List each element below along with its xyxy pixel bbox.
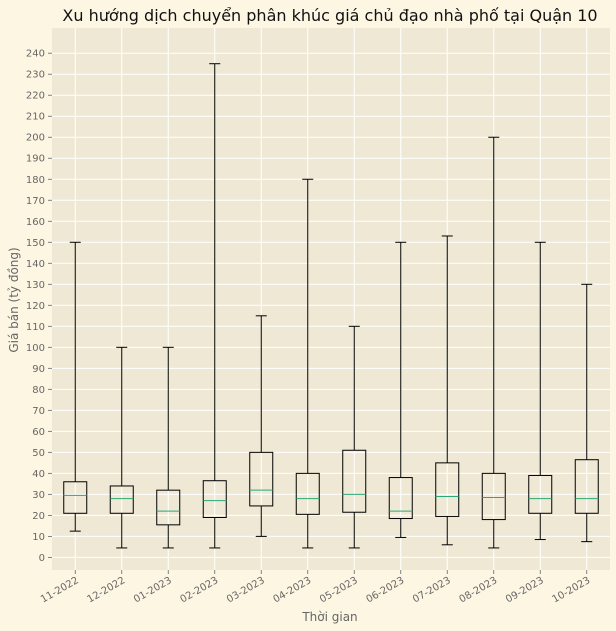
y-tick-label: 160 (26, 217, 45, 228)
y-tick-label: 50 (32, 448, 45, 459)
x-tick-label: 04-2023 (272, 575, 314, 605)
x-tick-label: 01-2023 (132, 575, 174, 605)
box-07-2023 (435, 235, 460, 546)
x-tick-label: 07-2023 (411, 575, 453, 605)
y-tick-label: 170 (26, 196, 45, 207)
y-tick-label: 180 (26, 175, 45, 186)
chart-title: Xu hướng dịch chuyển phân khúc giá chủ đ… (62, 6, 597, 25)
y-tick-label: 140 (26, 259, 45, 270)
y-tick-label: 240 (26, 49, 45, 60)
box-12-2022 (109, 346, 134, 549)
y-axis: 0 10 20 30 40 50 60 70 80 90 100 110 120 130 140 150 160… (26, 49, 52, 564)
box-05-2023 (342, 325, 367, 549)
y-tick-label: 230 (26, 70, 45, 81)
x-tick-label: 06-2023 (365, 575, 407, 605)
y-tick-label: 120 (26, 301, 45, 312)
box-11-2022 (63, 241, 88, 532)
iqr-box (435, 462, 460, 517)
y-tick-label: 90 (32, 364, 45, 375)
x-tick-label: 08-2023 (458, 575, 500, 605)
y-tick-label: 10 (32, 532, 45, 543)
y-axis-label: Giá bán (tỷ đồng) (7, 247, 21, 352)
x-tick-label: 12-2022 (86, 575, 128, 605)
y-tick-label: 110 (26, 322, 45, 333)
iqr-box (528, 474, 553, 514)
y-tick-label: 100 (26, 343, 45, 354)
x-axis-label: Thời gian (301, 610, 357, 624)
iqr-box (388, 477, 413, 520)
y-tick-label: 0 (39, 553, 45, 564)
x-tick-label: 09-2023 (504, 575, 546, 605)
box-03-2023 (249, 315, 274, 537)
box-01-2023 (156, 346, 181, 549)
y-tick-label: 70 (32, 406, 45, 417)
iqr-box (574, 459, 599, 514)
plot-area (52, 28, 610, 570)
iqr-box (342, 449, 367, 513)
iqr-box (156, 489, 181, 526)
y-tick-label: 220 (26, 91, 45, 102)
x-tick-label: 02-2023 (179, 575, 221, 605)
x-tick-label: 11-2022 (39, 575, 81, 605)
iqr-box (202, 480, 227, 518)
iqr-box (295, 472, 320, 515)
y-tick-label: 210 (26, 112, 45, 123)
x-tick-label: 05-2023 (318, 575, 360, 605)
iqr-box (63, 481, 88, 514)
box-10-2023 (574, 283, 599, 543)
x-tick-label: 10-2023 (551, 575, 593, 605)
iqr-box (109, 485, 134, 514)
box-08-2023 (481, 136, 506, 549)
iqr-box (249, 451, 274, 507)
y-tick-label: 80 (32, 385, 45, 396)
box-02-2023 (202, 63, 227, 549)
box-series (63, 63, 599, 549)
box-06-2023 (388, 241, 413, 538)
x-tick-label: 03-2023 (225, 575, 267, 605)
x-axis: 11-2022 12-2022 01-2023 02-2023 03-2023 04-20… (39, 570, 592, 605)
y-tick-label: 150 (26, 238, 45, 249)
y-tick-label: 30 (32, 490, 45, 501)
y-tick-label: 60 (32, 427, 45, 438)
y-tick-label: 20 (32, 511, 45, 522)
y-tick-label: 40 (32, 469, 45, 480)
y-tick-label: 200 (26, 133, 45, 144)
y-tick-label: 130 (26, 280, 45, 291)
box-09-2023 (528, 241, 553, 541)
box-04-2023 (295, 178, 320, 549)
y-tick-label: 190 (26, 154, 45, 165)
iqr-box (481, 472, 506, 521)
